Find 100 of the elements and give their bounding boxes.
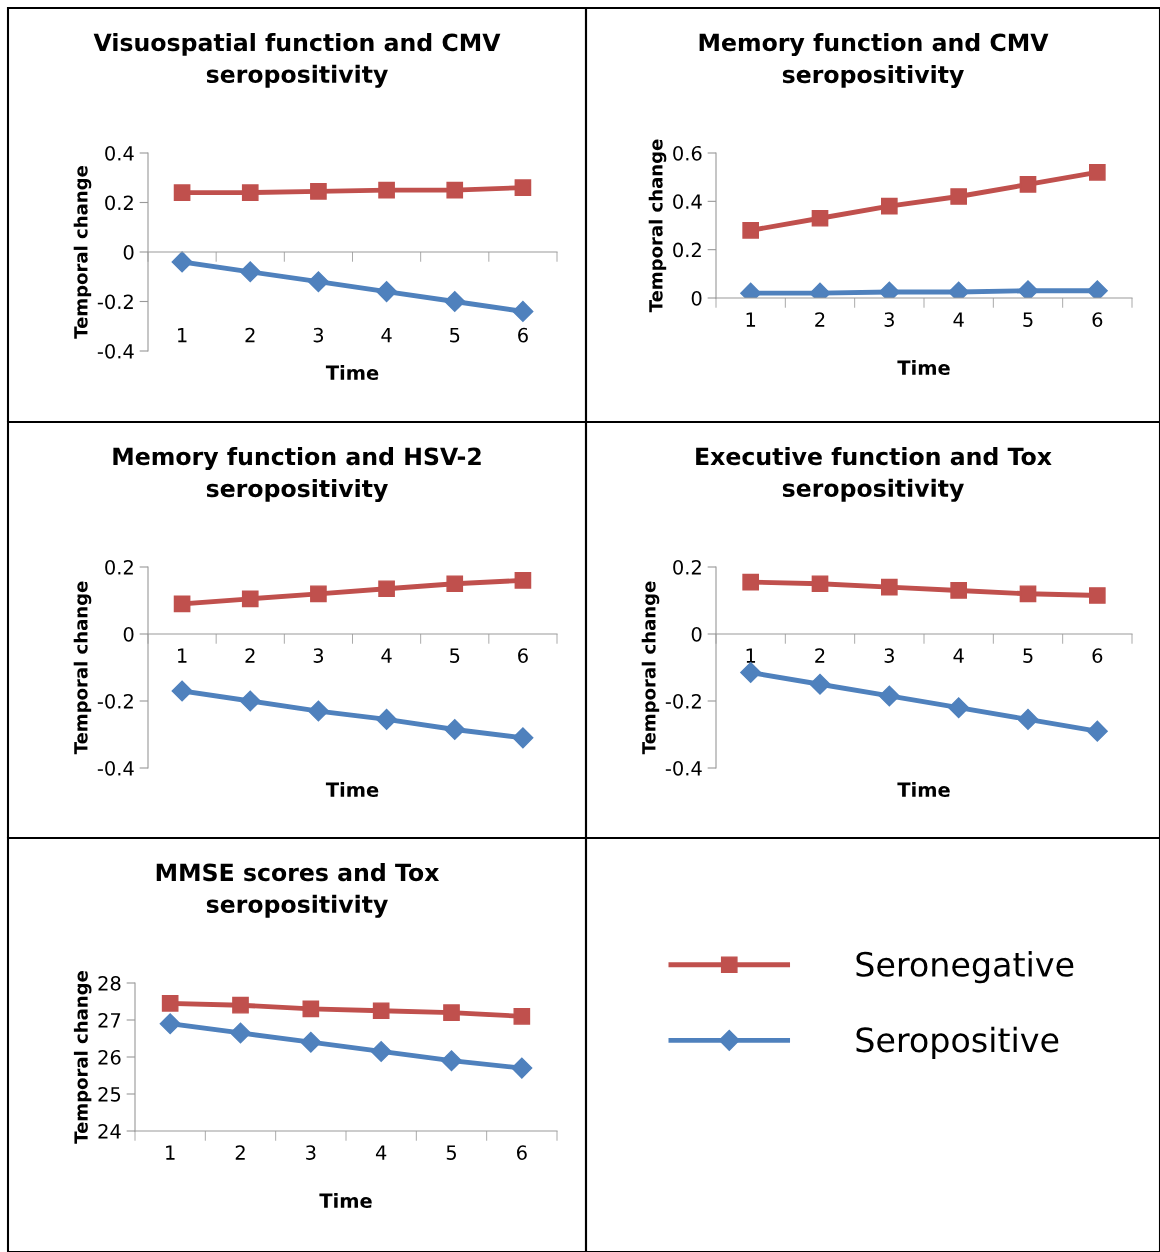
point bbox=[171, 680, 193, 702]
x-tick-label: 5 bbox=[446, 1145, 456, 1160]
point bbox=[446, 575, 464, 593]
x-tick-label: 6 bbox=[1092, 648, 1103, 663]
point bbox=[514, 572, 532, 589]
x-axis-title: Time bbox=[897, 782, 950, 798]
y-tick-label: 0.4 bbox=[105, 145, 134, 161]
chart-title: Memory function and CMV seropositivity bbox=[699, 33, 1049, 89]
x-axis-title: Time bbox=[325, 782, 379, 798]
point bbox=[1086, 280, 1108, 298]
point bbox=[171, 251, 193, 273]
y-tick-label: 0.2 bbox=[673, 242, 701, 258]
point bbox=[513, 1007, 531, 1025]
x-tick-label: 6 bbox=[518, 327, 528, 343]
y-axis-title: Temporal change bbox=[641, 581, 660, 755]
point bbox=[378, 181, 395, 199]
x-tick-label: 4 bbox=[953, 648, 964, 663]
y-axis-title: Temporal change bbox=[73, 971, 92, 1144]
point bbox=[1088, 587, 1106, 604]
y-tick-label: 0.2 bbox=[673, 559, 701, 575]
x-tick-label: 3 bbox=[306, 1145, 316, 1160]
point bbox=[239, 261, 261, 283]
y-tick-label: -0.2 bbox=[97, 693, 133, 709]
x-tick-label: 2 bbox=[235, 1145, 245, 1160]
x-tick-label: 5 bbox=[1023, 312, 1033, 327]
x-tick-label: 3 bbox=[313, 648, 324, 663]
y-tick-label: 0 bbox=[691, 626, 702, 642]
point bbox=[950, 188, 968, 205]
point bbox=[232, 996, 249, 1014]
y-tick-label: 0.6 bbox=[673, 145, 702, 161]
x-tick-label: 1 bbox=[166, 1145, 175, 1160]
x-tick-label: 4 bbox=[375, 1145, 387, 1160]
y-tick-label: 26 bbox=[98, 1049, 121, 1065]
y-tick-label: 0 bbox=[123, 244, 134, 260]
point bbox=[809, 673, 831, 695]
point bbox=[1019, 176, 1037, 193]
x-tick-label: 4 bbox=[381, 328, 392, 343]
x-axis-title: Time bbox=[325, 365, 379, 381]
point bbox=[880, 197, 898, 215]
x-tick-label: 3 bbox=[313, 327, 324, 343]
point bbox=[372, 1002, 390, 1020]
chart-title: Executive function and Tox seropositivity bbox=[696, 447, 1052, 502]
point bbox=[376, 281, 398, 303]
point bbox=[950, 582, 968, 599]
point bbox=[878, 685, 900, 707]
point bbox=[512, 727, 534, 749]
chart-title: Visuospatial function and CMV seropositivity bbox=[93, 33, 501, 88]
x-tick-label: 3 bbox=[884, 312, 894, 327]
y-tick-label: 0.2 bbox=[105, 195, 133, 211]
y-axis-title: Temporal change bbox=[648, 139, 667, 313]
point bbox=[1019, 585, 1037, 603]
x-tick-label: 5 bbox=[450, 648, 460, 663]
y-tick-label: 0.2 bbox=[105, 559, 133, 575]
x-tick-label: 5 bbox=[1023, 648, 1033, 663]
point bbox=[310, 585, 327, 603]
y-axis-title: Temporal change bbox=[73, 581, 92, 755]
point bbox=[811, 575, 829, 593]
y-tick-label: 0 bbox=[123, 626, 134, 642]
y-tick-label: 0 bbox=[691, 290, 702, 306]
point bbox=[443, 1004, 460, 1021]
point bbox=[444, 290, 466, 313]
point bbox=[444, 718, 466, 740]
x-tick-label: 6 bbox=[517, 1145, 527, 1160]
chart-title: Memory function and HSV-2 seropositivity bbox=[113, 447, 481, 503]
point bbox=[173, 595, 191, 613]
point bbox=[161, 995, 179, 1012]
chart-title: MMSE scores and Tox seropositivity bbox=[156, 863, 440, 918]
legend-label: Seropositive bbox=[856, 1026, 1059, 1059]
y-tick-label: -0.4 bbox=[97, 760, 134, 776]
point bbox=[300, 1031, 322, 1053]
x-tick-label: 4 bbox=[953, 312, 964, 327]
x-tick-label: 5 bbox=[450, 328, 460, 343]
point bbox=[740, 662, 762, 684]
x-tick-label: 2 bbox=[245, 648, 255, 663]
point bbox=[159, 1013, 181, 1035]
y-tick-label: 27 bbox=[98, 1012, 121, 1028]
point bbox=[1088, 163, 1106, 181]
y-tick-label: 25 bbox=[98, 1086, 121, 1102]
point bbox=[440, 1050, 463, 1072]
y-tick-label: 24 bbox=[98, 1123, 121, 1139]
x-axis-title: Time bbox=[897, 360, 950, 376]
x-axis-title: Time bbox=[319, 1193, 372, 1209]
point bbox=[229, 1022, 252, 1044]
point bbox=[307, 700, 329, 722]
point bbox=[512, 300, 534, 322]
y-tick-label: -0.2 bbox=[97, 294, 133, 310]
x-tick-label: 1 bbox=[746, 648, 756, 663]
x-tick-label: 2 bbox=[815, 648, 825, 663]
point bbox=[742, 221, 760, 239]
x-tick-label: 3 bbox=[884, 648, 894, 663]
y-tick-label: -0.2 bbox=[665, 693, 701, 709]
point bbox=[514, 179, 532, 196]
y-axis-title: Temporal change bbox=[73, 166, 92, 339]
x-tick-label: 4 bbox=[381, 648, 392, 663]
point bbox=[241, 590, 259, 608]
x-tick-label: 1 bbox=[746, 312, 756, 327]
point bbox=[173, 184, 191, 201]
point bbox=[1086, 720, 1108, 742]
point bbox=[376, 708, 398, 730]
x-tick-label: 2 bbox=[245, 327, 255, 343]
